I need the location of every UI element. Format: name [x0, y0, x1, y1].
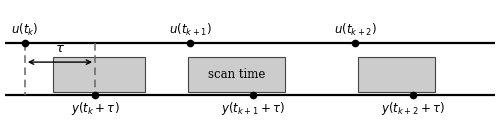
Text: scan time: scan time	[208, 68, 265, 81]
Text: $\tau$: $\tau$	[55, 42, 65, 55]
Text: $y(t_{k+2}+\tau)$: $y(t_{k+2}+\tau)$	[380, 100, 444, 117]
Text: $y(t_{k}+\tau)$: $y(t_{k}+\tau)$	[70, 100, 120, 117]
Text: $y(t_{k+1}+\tau)$: $y(t_{k+1}+\tau)$	[220, 100, 284, 117]
Text: $u(t_{k})$: $u(t_{k})$	[12, 22, 38, 38]
Bar	[188, 57, 285, 92]
Bar	[358, 57, 435, 92]
Text: $u(t_{k+2})$: $u(t_{k+2})$	[334, 22, 376, 38]
Text: $u(t_{k+1})$: $u(t_{k+1})$	[168, 22, 212, 38]
Bar	[52, 57, 145, 92]
